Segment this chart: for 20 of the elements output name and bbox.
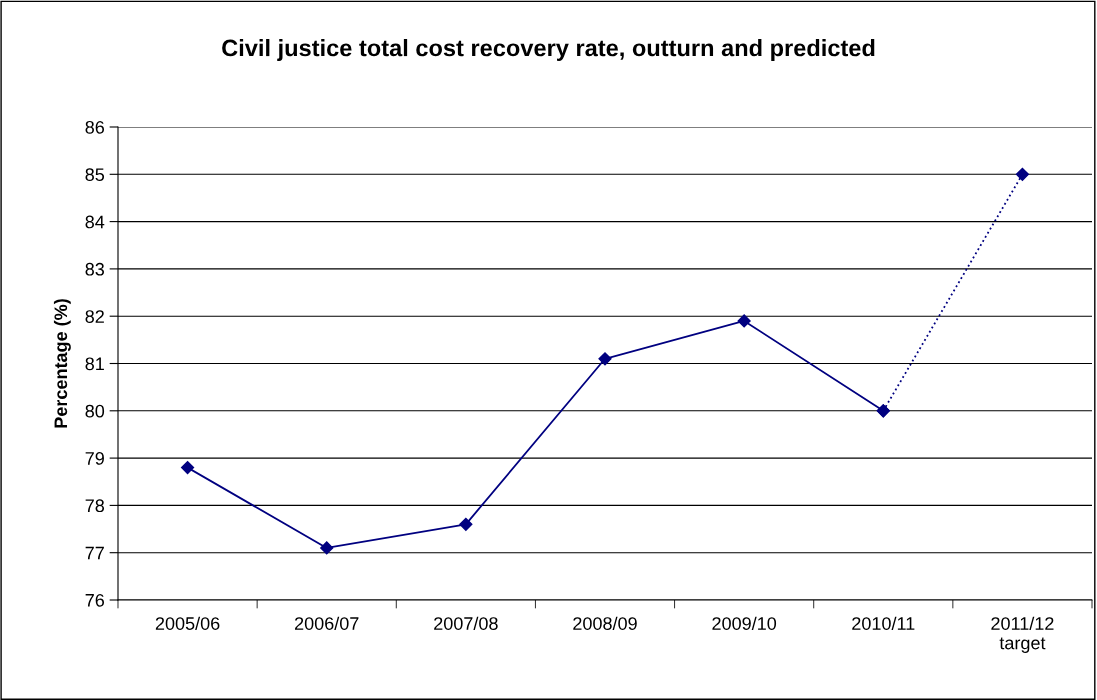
x-tick-label: 2011/12 target <box>991 616 1054 653</box>
x-tick-label: 2009/10 <box>712 616 777 630</box>
y-tick-label: 78 <box>85 499 105 513</box>
y-tick-label: 86 <box>85 120 105 134</box>
x-tick-label: 2010/11 <box>852 616 915 630</box>
x-tick-label: 2006/07 <box>294 616 359 630</box>
y-tick-label: 80 <box>85 404 105 418</box>
y-tick-label: 83 <box>85 262 105 276</box>
y-tick-label: 84 <box>85 215 105 229</box>
y-axis-title: Percentage (%) <box>53 299 71 428</box>
y-tick-label: 79 <box>85 452 104 465</box>
y-tick-label: 81 <box>85 357 104 371</box>
y-tick-label: 76 <box>85 593 105 607</box>
x-tick-label: 2005/06 <box>155 616 220 630</box>
y-tick-label: 77 <box>85 546 104 560</box>
chart-title: Civil justice total cost recovery rate, outturn and predicted <box>222 39 875 62</box>
x-tick-label: 2008/09 <box>573 616 637 630</box>
x-tick-label: 2007/08 <box>434 616 498 630</box>
y-tick-label: 82 <box>85 310 104 323</box>
y-tick-label: 85 <box>85 168 105 182</box>
